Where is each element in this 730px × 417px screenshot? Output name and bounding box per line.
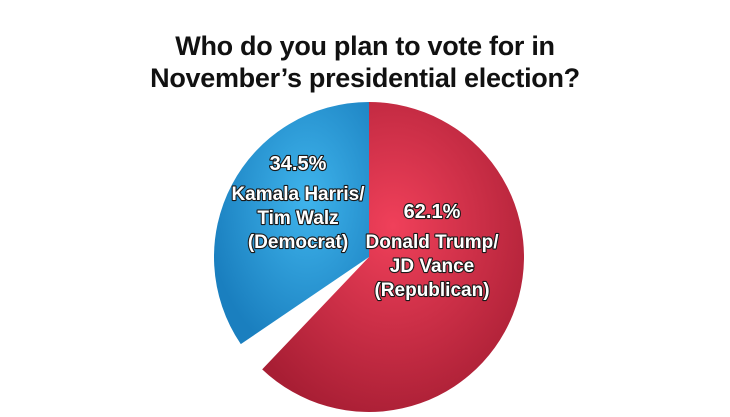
pie-slice-republican xyxy=(262,102,524,412)
republican-name-label-2: JD Vance xyxy=(390,256,475,277)
chart-title-line-2: November’s presidential election? xyxy=(150,63,580,93)
democrat-name-label-3: (Democrat) xyxy=(248,232,348,253)
republican-percent-label: 62.1% xyxy=(404,201,461,223)
republican-name-label-1: Donald Trump/ xyxy=(366,232,500,253)
democrat-percent-label: 34.5% xyxy=(270,153,327,175)
democrat-name-label-2: Tim Walz xyxy=(257,208,338,229)
republican-name-label-3: (Republican) xyxy=(374,280,489,301)
democrat-name-label-1: Kamala Harris/ xyxy=(231,184,365,205)
chart-title-line-1: Who do you plan to vote for in xyxy=(175,31,555,61)
pie-slice-democrat xyxy=(213,102,369,345)
chart-title: Who do you plan to vote for in November’… xyxy=(0,30,730,94)
